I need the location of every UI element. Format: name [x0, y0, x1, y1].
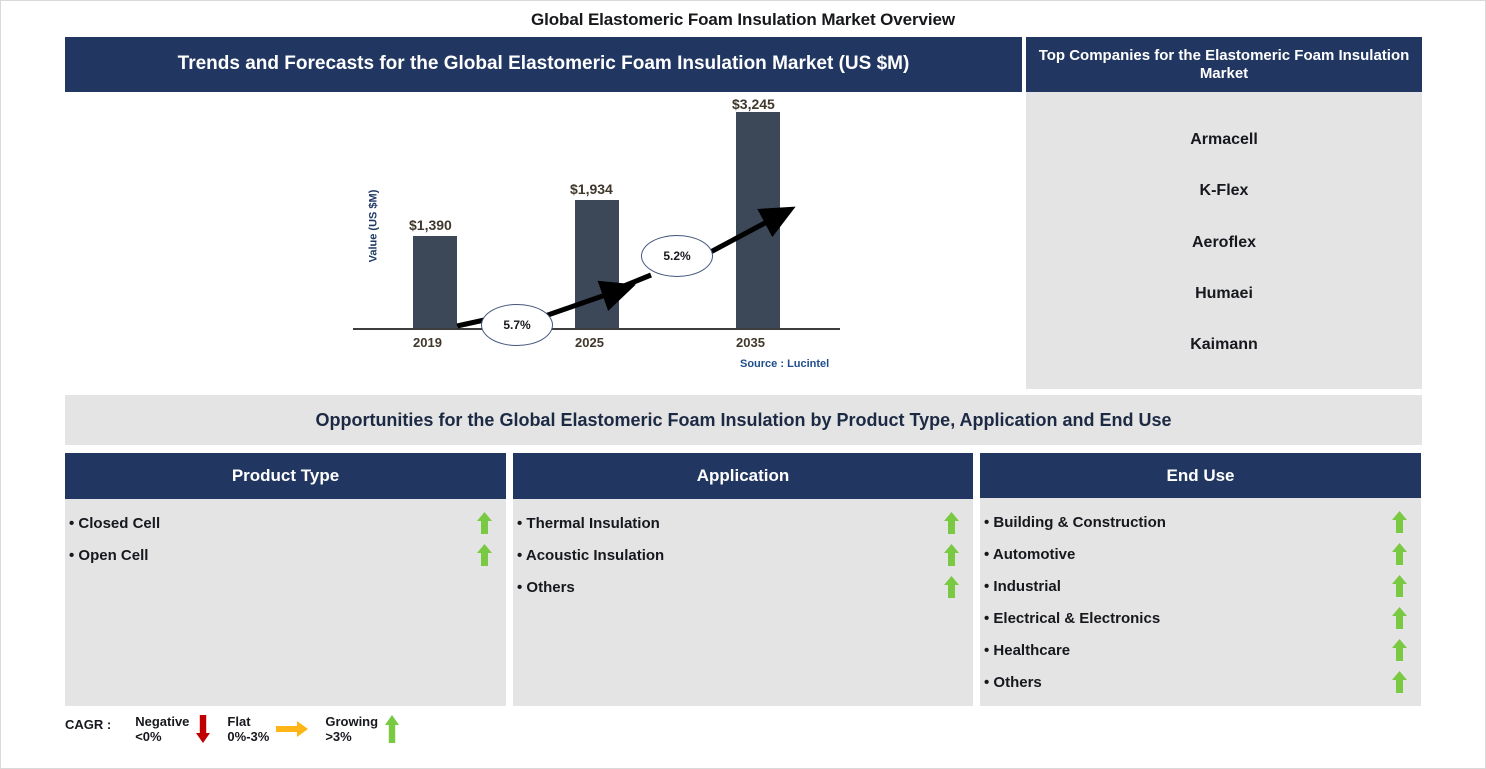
legend-entry-name: Growing	[325, 714, 379, 729]
cagr-legend: CAGR : Negative <0% Flat 0%-3% Growing >…	[65, 714, 416, 745]
arrow-up-icon	[944, 512, 959, 534]
arrow-right-icon	[276, 721, 309, 738]
column-body: • Building & Construction • Automotive •…	[980, 498, 1421, 706]
cagr-bubble-2025-2035: 5.2%	[641, 235, 713, 277]
column-header: Product Type	[65, 453, 506, 499]
market-forecast-bar-chart: Value (US $M) $1,390 $1,934 $3,245 2019 …	[65, 92, 1022, 389]
top-companies-panel: Top Companies for the Elastomeric Foam I…	[1026, 37, 1422, 389]
top-companies-list: Armacell K-Flex Aeroflex Humaei Kaimann	[1026, 92, 1422, 389]
list-item: • Automotive	[984, 538, 1407, 570]
list-item: • Others	[517, 571, 959, 603]
list-item: • Open Cell	[69, 539, 492, 571]
top-companies-header: Top Companies for the Elastomeric Foam I…	[1026, 37, 1422, 92]
column-header: Application	[513, 453, 973, 499]
bar-2019	[413, 236, 457, 328]
arrow-up-icon	[1392, 575, 1407, 597]
page-title: Global Elastomeric Foam Insulation Marke…	[531, 10, 955, 29]
list-item-label: • Acoustic Insulation	[517, 546, 665, 564]
arrow-up-icon	[1392, 511, 1407, 533]
column-body: • Closed Cell • Open Cell	[65, 499, 506, 706]
list-item: • Closed Cell	[69, 507, 492, 539]
legend-entry-range: <0%	[135, 729, 162, 745]
list-item: • Electrical & Electronics	[984, 602, 1407, 634]
legend-entry-range: >3%	[325, 729, 352, 745]
arrow-down-icon	[196, 715, 211, 744]
bar-2035	[736, 112, 780, 328]
list-item-label: • Automotive	[984, 545, 1076, 563]
list-item-label: • Building & Construction	[984, 513, 1166, 531]
opportunities-column-end-use: End Use • Building & Construction • Auto…	[980, 453, 1421, 706]
legend-entry-flat: Flat 0%-3%	[227, 714, 311, 745]
source-note: Source : Lucintel	[740, 358, 830, 370]
legend-entry-text: Growing >3%	[325, 714, 378, 745]
column-body: • Thermal Insulation • Acoustic Insulati…	[513, 499, 973, 706]
list-item: • Industrial	[984, 570, 1407, 602]
cagr-arrows	[456, 206, 796, 329]
arrow-up-icon	[477, 544, 492, 566]
list-item: Humaei	[1195, 284, 1253, 302]
list-item-label: • Electrical & Electronics	[984, 609, 1161, 627]
column-header: End Use	[980, 453, 1421, 498]
arrow-up-icon	[385, 715, 400, 744]
list-item-label: • Thermal Insulation	[517, 514, 660, 532]
list-item: Armacell	[1190, 130, 1258, 148]
list-item-label: • Healthcare	[984, 641, 1071, 659]
arrow-up-icon	[944, 544, 959, 566]
opportunities-column-application: Application • Thermal Insulation • Acous…	[513, 453, 973, 706]
list-item: • Thermal Insulation	[517, 507, 959, 539]
list-item-label: • Industrial	[984, 577, 1061, 595]
list-item: • Building & Construction	[984, 506, 1407, 538]
list-item: • Others	[984, 666, 1407, 698]
legend-entry-growing: Growing >3%	[325, 714, 402, 745]
arrow-up-icon	[1392, 543, 1407, 565]
cagr-legend-title: CAGR :	[65, 717, 112, 732]
trends-panel-header: Trends and Forecasts for the Global Elas…	[65, 37, 1022, 92]
list-item: K-Flex	[1199, 182, 1249, 200]
arrow-up-icon	[944, 576, 959, 598]
chart-y-axis-label: Value (US $M)	[367, 189, 380, 263]
list-item: Aeroflex	[1191, 233, 1257, 251]
bar-value-2025: $1,934	[570, 181, 613, 197]
list-item-label: • Open Cell	[69, 546, 149, 564]
bar-value-2035: $3,245	[732, 96, 775, 112]
legend-entry-negative: Negative <0%	[135, 714, 213, 745]
list-item: Kaimann	[1190, 336, 1258, 354]
chart-x-axis	[353, 328, 840, 330]
arrow-up-icon	[477, 512, 492, 534]
legend-entry-name: Flat	[227, 714, 251, 729]
legend-entry-range: 0%-3%	[227, 729, 270, 745]
top-row: Trends and Forecasts for the Global Elas…	[65, 37, 1422, 389]
bar-value-2019: $1,390	[409, 217, 452, 233]
list-item-label: • Closed Cell	[69, 514, 161, 532]
legend-entry-text: Negative <0%	[135, 714, 189, 745]
list-item: • Healthcare	[984, 634, 1407, 666]
legend-entry-name: Negative	[135, 714, 190, 729]
arrow-up-icon	[1392, 671, 1407, 693]
arrow-up-icon	[1392, 607, 1407, 629]
x-tick-2035: 2035	[736, 335, 765, 350]
list-item: • Acoustic Insulation	[517, 539, 959, 571]
x-tick-2025: 2025	[575, 335, 604, 350]
cagr-bubble-2019-2025: 5.7%	[481, 304, 553, 346]
list-item-label: • Others	[984, 673, 1042, 691]
legend-entry-text: Flat 0%-3%	[227, 714, 269, 745]
opportunities-columns: Product Type • Closed Cell • Open Cell A…	[65, 453, 1422, 706]
opportunities-band-title: Opportunities for the Global Elastomeric…	[65, 395, 1422, 445]
bar-2025	[575, 200, 619, 328]
list-item-label: • Others	[517, 578, 575, 596]
trends-panel: Trends and Forecasts for the Global Elas…	[65, 37, 1022, 389]
arrow-up-icon	[1392, 639, 1407, 661]
opportunities-column-product-type: Product Type • Closed Cell • Open Cell	[65, 453, 506, 706]
x-tick-2019: 2019	[413, 335, 442, 350]
